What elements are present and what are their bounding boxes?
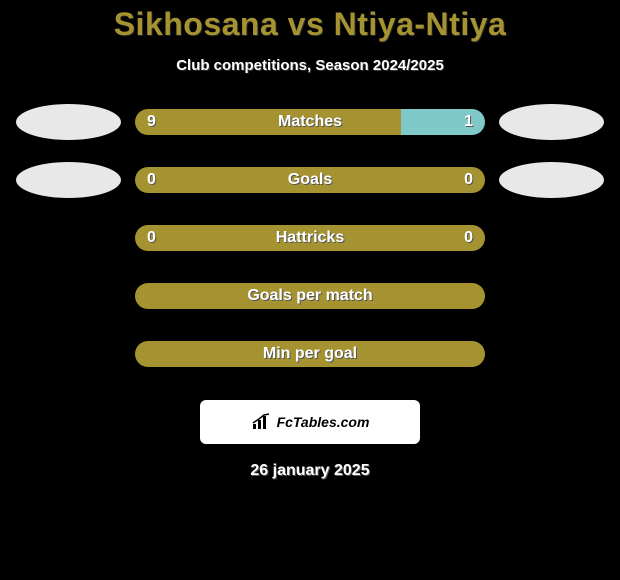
right-flag — [499, 104, 604, 140]
flag-spacer — [16, 220, 121, 256]
bar-segment-right — [473, 341, 485, 367]
stat-row: Min per goal — [0, 336, 620, 372]
bar-segment-left — [135, 283, 473, 309]
left-flag — [16, 162, 121, 198]
stat-row: 00Goals — [0, 162, 620, 198]
left-flag — [16, 104, 121, 140]
right-value: 0 — [464, 229, 473, 247]
bar-segment-left: 0 — [135, 225, 310, 251]
stat-row: Goals per match — [0, 278, 620, 314]
stat-row: 91Matches — [0, 104, 620, 140]
bar-segment-right: 0 — [310, 167, 485, 193]
bar-segment-right — [473, 283, 485, 309]
stat-row: 00Hattricks — [0, 220, 620, 256]
flag-spacer — [16, 336, 121, 372]
right-value: 1 — [464, 113, 473, 131]
right-flag — [499, 162, 604, 198]
chart-icon — [251, 413, 271, 431]
bar-segment-left: 0 — [135, 167, 310, 193]
badge-text: FcTables.com — [277, 414, 370, 430]
stat-bar: 91Matches — [135, 109, 485, 135]
stat-bar: Goals per match — [135, 283, 485, 309]
subtitle: Club competitions, Season 2024/2025 — [0, 57, 620, 74]
stat-bar: 00Goals — [135, 167, 485, 193]
page-title: Sikhosana vs Ntiya-Ntiya — [0, 0, 620, 43]
bar-segment-right: 0 — [310, 225, 485, 251]
bar-segment-left — [135, 341, 473, 367]
left-value: 0 — [147, 171, 156, 189]
left-value: 9 — [147, 113, 156, 131]
source-badge: FcTables.com — [200, 400, 420, 444]
flag-spacer — [499, 336, 604, 372]
flag-spacer — [499, 278, 604, 314]
left-value: 0 — [147, 229, 156, 247]
comparison-bars: 91Matches00Goals00HattricksGoals per mat… — [0, 104, 620, 372]
stat-bar: Min per goal — [135, 341, 485, 367]
bar-segment-left: 9 — [135, 109, 401, 135]
bar-segment-right: 1 — [401, 109, 485, 135]
stat-bar: 00Hattricks — [135, 225, 485, 251]
date-text: 26 january 2025 — [0, 462, 620, 480]
flag-spacer — [499, 220, 604, 256]
right-value: 0 — [464, 171, 473, 189]
flag-spacer — [16, 278, 121, 314]
